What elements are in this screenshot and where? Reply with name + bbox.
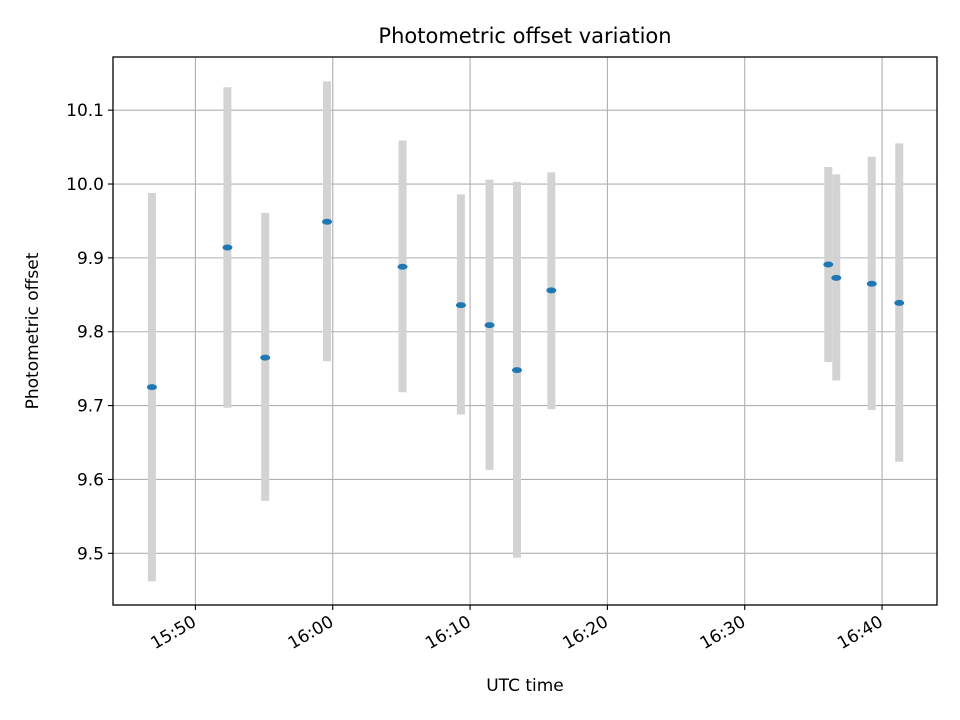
y-tick-label: 9.9 [77,249,104,269]
data-points [146,218,905,391]
data-point [260,354,271,361]
data-point [894,299,905,306]
data-point [546,287,557,294]
y-tick-label: 9.7 [77,397,104,417]
y-axis-label: Photometric offset [23,252,43,409]
chart-title: Photometric offset variation [378,24,671,48]
y-tick-label: 10.0 [66,175,104,195]
y-tick-label: 9.8 [77,323,104,343]
y-tick-label: 10.1 [66,101,104,121]
data-point [322,218,333,225]
y-tick-label: 9.6 [77,470,104,490]
data-point [831,274,842,281]
data-point [484,322,495,329]
data-point [222,244,233,251]
x-axis-label: UTC time [486,676,564,696]
data-point [146,384,157,391]
data-point [823,261,834,268]
plot-frame [112,56,938,606]
data-point [511,367,522,374]
grid [113,57,937,605]
y-tick-label: 9.5 [77,544,104,564]
data-point [866,280,877,287]
data-point [455,302,466,309]
data-point [397,263,408,270]
